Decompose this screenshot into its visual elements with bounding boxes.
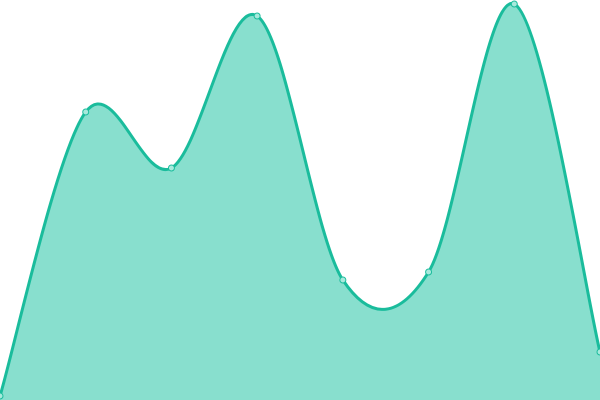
data-point-3 xyxy=(253,12,261,20)
data-point-2 xyxy=(167,164,175,172)
data-point-6 xyxy=(510,0,518,8)
data-point-1 xyxy=(82,108,90,116)
area-fill xyxy=(0,3,600,400)
data-point-4 xyxy=(339,276,347,284)
data-point-7 xyxy=(596,348,600,356)
data-point-5 xyxy=(425,268,433,276)
data-point-0 xyxy=(0,392,4,400)
